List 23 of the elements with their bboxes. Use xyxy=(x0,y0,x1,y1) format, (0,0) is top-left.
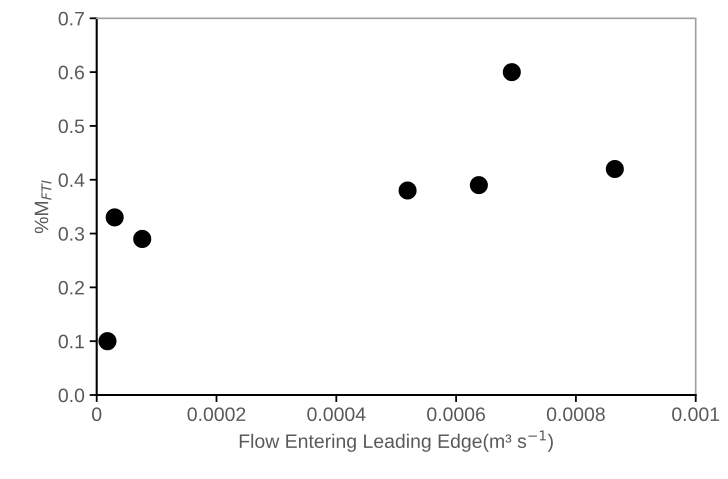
x-tick-label: 0.0006 xyxy=(427,407,485,422)
y-tick-label: 0.6 xyxy=(58,66,84,80)
x-tick-label: 0.0002 xyxy=(188,407,246,422)
y-tick-label: 0.0 xyxy=(58,388,84,402)
point xyxy=(606,160,624,178)
point xyxy=(398,181,417,200)
y-axis-title: %M$_{FTI}$ xyxy=(34,180,52,234)
point xyxy=(133,230,152,248)
y-tick-label: 0.5 xyxy=(58,119,84,134)
point xyxy=(502,63,521,82)
x-tick-label: 0.001 xyxy=(672,407,720,422)
y-tick-label: 0.4 xyxy=(58,173,84,187)
x-tick-label: 0 xyxy=(92,407,102,422)
y-tick-label: 0.7 xyxy=(58,12,84,26)
x-axis-title: Flow Entering Leading Edge(m³ s$^{−1}$) xyxy=(240,430,553,452)
point xyxy=(98,332,117,350)
y-tick-label: 0.3 xyxy=(58,227,84,241)
x-tick-label: 0.0004 xyxy=(307,407,366,422)
y-tick-label: 0.1 xyxy=(58,334,84,348)
point xyxy=(106,208,124,226)
x-tick-label: 0.0008 xyxy=(546,407,605,422)
point xyxy=(470,176,488,194)
y-tick-label: 0.2 xyxy=(58,280,84,295)
